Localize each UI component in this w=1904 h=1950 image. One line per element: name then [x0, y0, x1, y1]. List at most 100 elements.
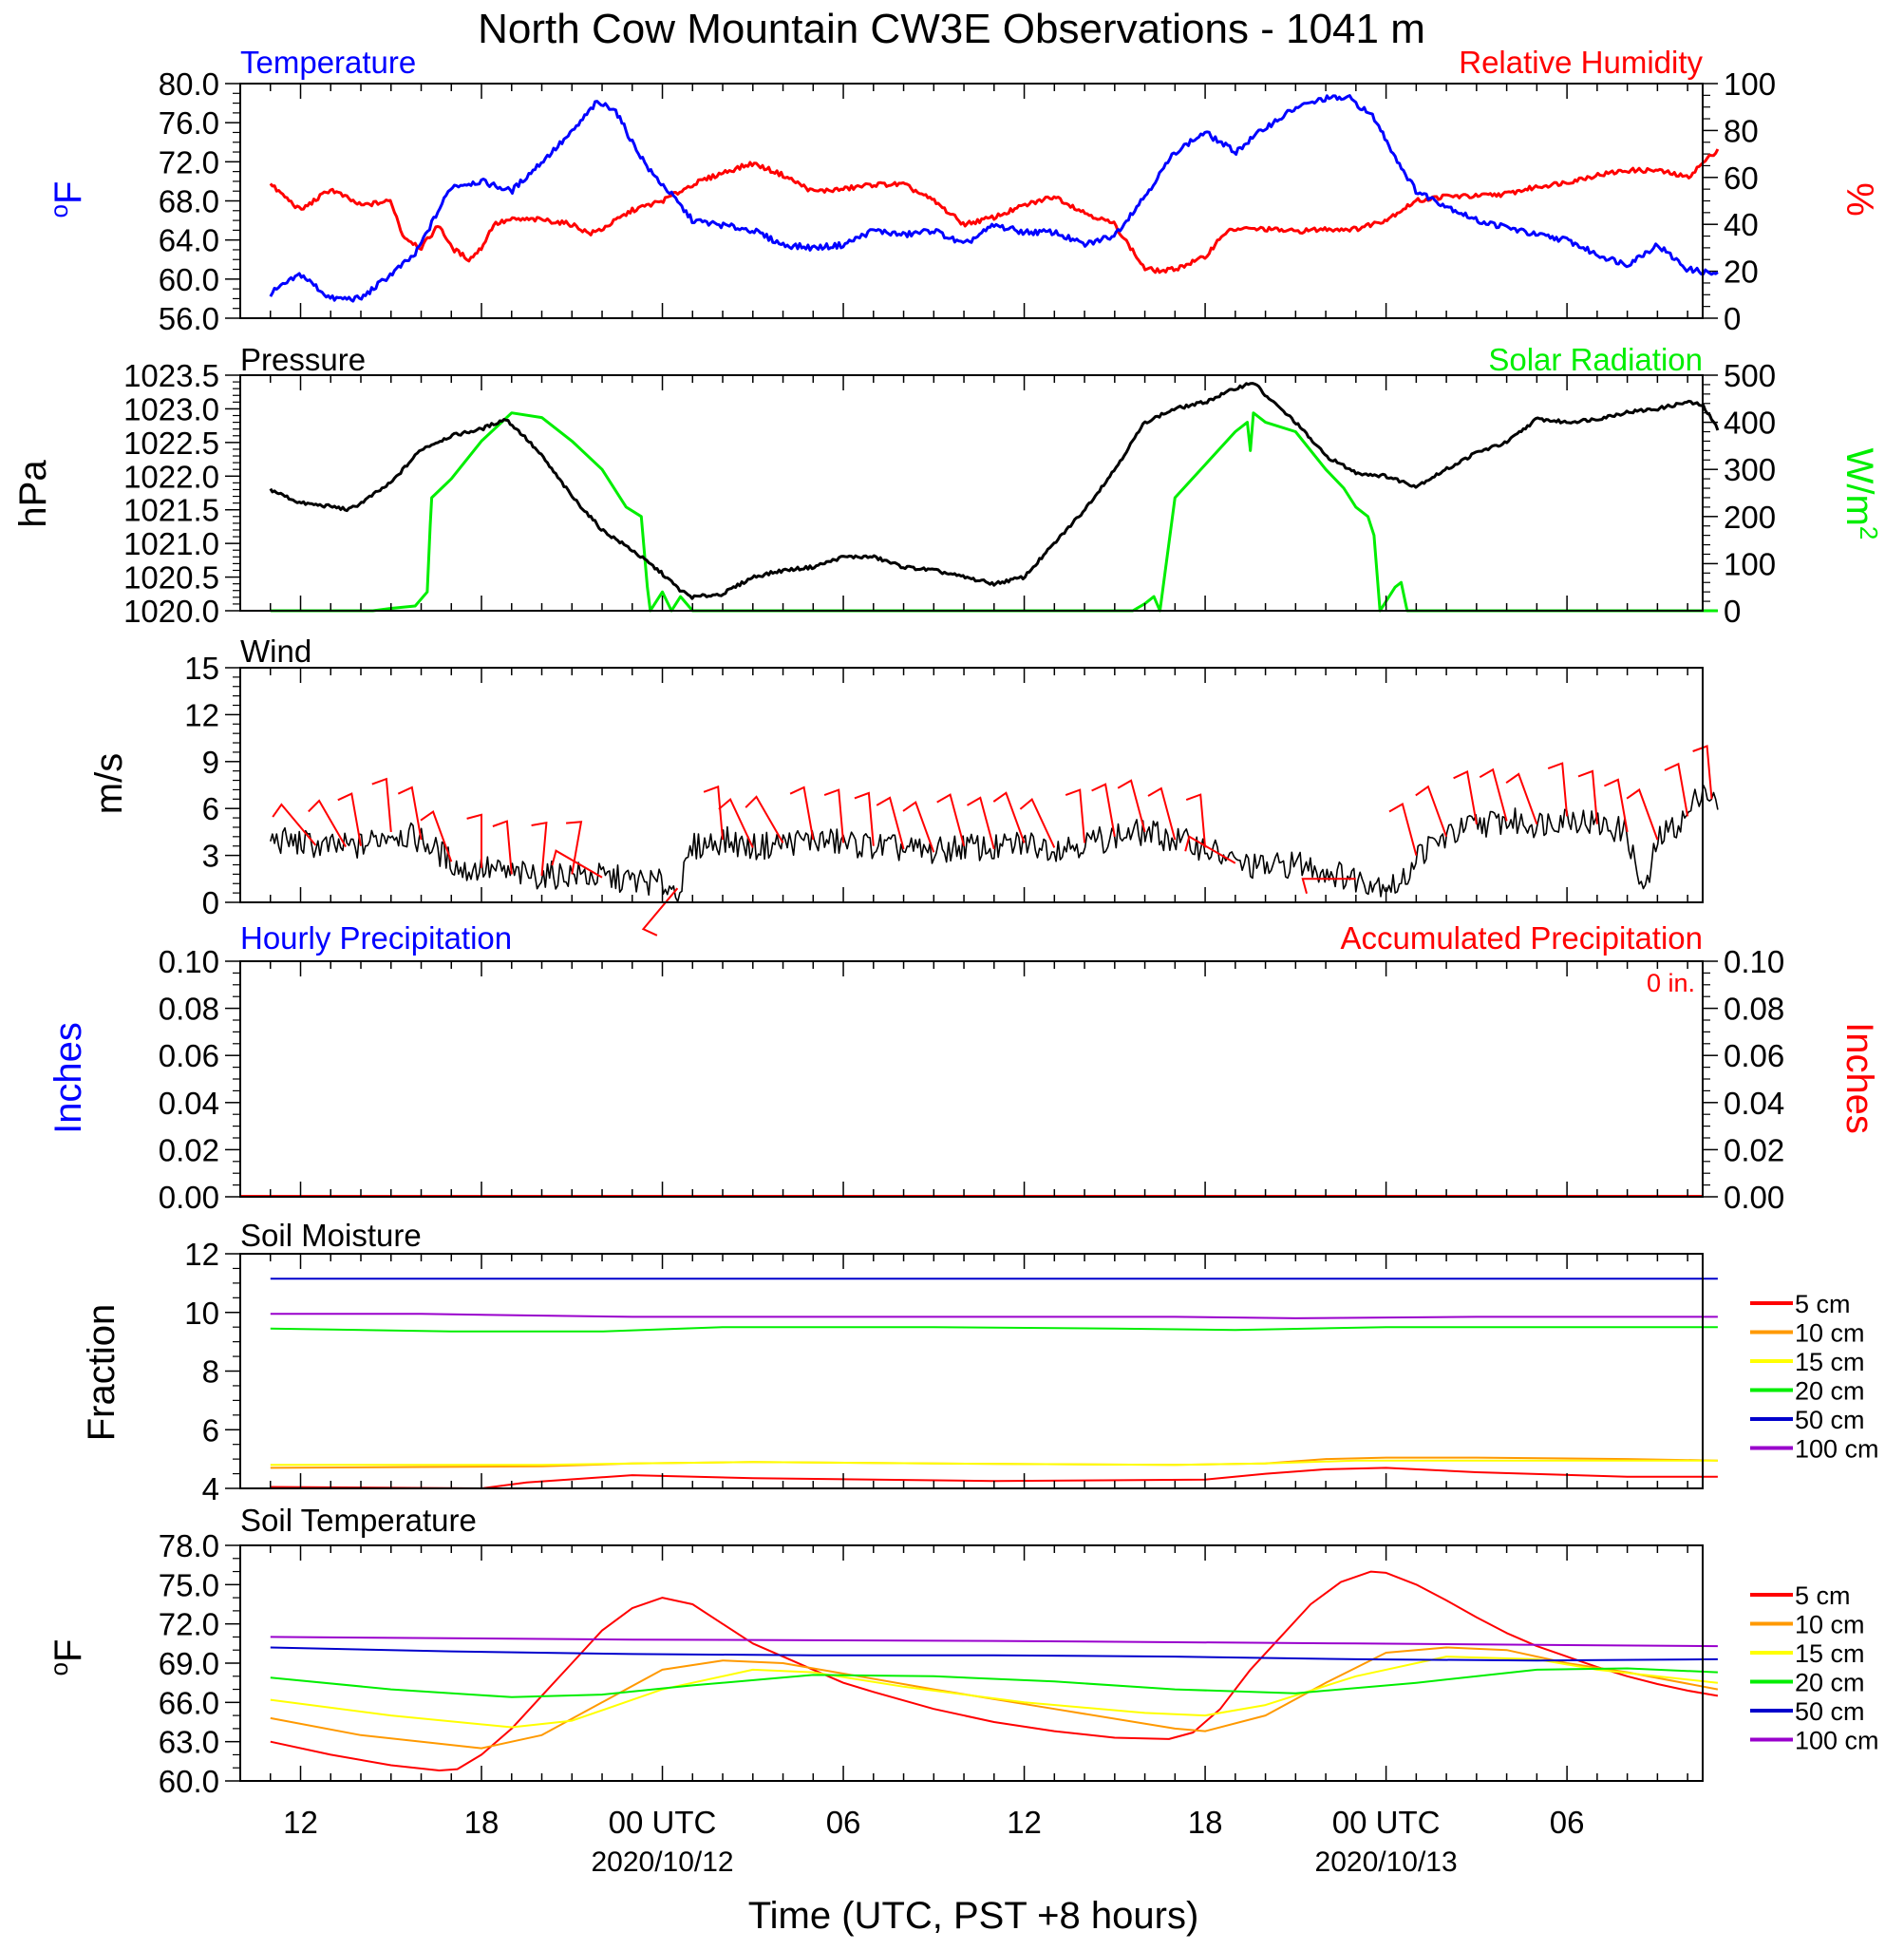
y-tick-label: 60.0 [159, 1764, 219, 1799]
y-tick-label: 8 [202, 1354, 219, 1390]
legend-label: 100 cm [1795, 1435, 1879, 1464]
wind-barb [1065, 788, 1086, 843]
y-tick-label: 0.06 [1724, 1038, 1784, 1073]
wind-barb [308, 799, 347, 847]
wind-plot [270, 745, 1719, 937]
y-tick-label: 1023.5 [123, 358, 219, 393]
wind-barb [966, 796, 995, 850]
y-tick-label: 200 [1724, 500, 1776, 535]
wind-barb [1692, 745, 1713, 800]
wind-barb [1019, 797, 1056, 848]
wind-barb [718, 797, 754, 848]
y-tick-label: 400 [1724, 406, 1776, 441]
y-tick-label: 1021.0 [123, 526, 219, 561]
y-tick-label: 63.0 [159, 1725, 219, 1760]
y-tick-label: 1021.5 [123, 493, 219, 528]
soil-temperature-plot [270, 1570, 1719, 1771]
legend-label: 15 cm [1795, 1348, 1865, 1376]
x-tick-label: 06 [826, 1805, 861, 1840]
x-date-label: 2020/10/13 [1315, 1846, 1458, 1878]
wind-barb [1388, 802, 1418, 856]
humidity-ticks: 0 20 40 60 80 100 [1703, 66, 1776, 336]
soil-temperature-ticks: 60.0 63.0 66.0 69.0 72.0 75.0 78.0 [159, 1528, 240, 1799]
y-tick-label: 300 [1724, 452, 1776, 487]
wind-panel: Wind m/s 0 3 6 9 12 15 [88, 634, 1719, 937]
wind-barb [854, 791, 875, 846]
wind-ticks: 0 3 6 9 12 15 [184, 651, 240, 920]
soil-moisture-ticks: 4 6 8 10 12 [184, 1237, 240, 1506]
legend-label: 10 cm [1795, 1319, 1865, 1348]
wind-title: Wind [240, 634, 311, 669]
pressure-line [269, 382, 1720, 600]
accum-precip-title: Accumulated Precipitation [1340, 920, 1703, 956]
y-tick-label: 0.08 [1724, 992, 1784, 1027]
x-tick-label: 00 UTC [1332, 1805, 1441, 1840]
legend-label: 50 cm [1795, 1406, 1865, 1434]
y-tick-label: 0.00 [1724, 1180, 1784, 1215]
temperature-title: Temperature [240, 45, 416, 80]
temperature-line [269, 94, 1719, 303]
soil-moisture-line [270, 1326, 1718, 1333]
relative-humidity-title: Relative Humidity [1459, 45, 1703, 80]
soil-temperature-panel: Soil Temperature oF 60.0 63.0 66.0 69.0 72.0… [45, 1503, 1879, 1799]
y-tick-label: 1022.0 [123, 459, 219, 494]
wind-barb [992, 791, 1026, 843]
x-tick-label: 12 [283, 1805, 318, 1840]
wind-barb [420, 810, 453, 862]
hourly-precip-title: Hourly Precipitation [240, 920, 512, 956]
x-tick-label: 18 [464, 1805, 500, 1840]
accum-precip-value: 0 in. [1647, 969, 1695, 997]
wind-axis-label: m/s [88, 753, 130, 814]
y-tick-label: 0 [202, 885, 219, 920]
temperature-humidity-panel: Temperature Relative Humidity oF % 56.0 6… [45, 45, 1880, 336]
y-tick-label: 66.0 [159, 1685, 219, 1720]
y-tick-label: 20 [1724, 255, 1759, 290]
y-tick-label: 1020.0 [123, 594, 219, 629]
accum-precip-axis-label: Inches [1838, 1022, 1880, 1134]
y-tick-label: 0 [1724, 594, 1741, 629]
y-tick-label: 9 [202, 745, 219, 780]
y-tick-label: 6 [202, 1412, 219, 1448]
x-tick-label: 12 [1007, 1805, 1042, 1840]
pressure-solar-panel: Pressure Solar Radiation hPa W/m2 1020.0… [12, 342, 1883, 629]
wind-barb [1117, 779, 1146, 833]
legend-label: 20 cm [1795, 1377, 1865, 1406]
soil-temperature-line [270, 1667, 1718, 1698]
wind-barb [566, 821, 583, 875]
temperature-humidity-plot [269, 94, 1720, 303]
solar-axis-label: W/m2 [1838, 448, 1883, 540]
x-tick-label: 18 [1188, 1805, 1223, 1840]
wind-barb [1626, 787, 1659, 841]
soil-temperature-line [270, 1646, 1718, 1662]
humidity-axis-label: % [1838, 182, 1880, 217]
wind-barb [1453, 770, 1478, 824]
plot-frame [239, 83, 1704, 319]
soil-temperature-axis-label: oF [45, 1639, 89, 1676]
y-tick-label: 56.0 [159, 301, 219, 336]
y-tick-label: 15 [184, 651, 219, 686]
wind-barb [789, 786, 815, 841]
y-tick-label: 100 [1724, 66, 1776, 102]
y-tick-label: 0.06 [159, 1038, 219, 1073]
y-tick-label: 3 [202, 839, 219, 874]
hourly-precip-ticks: 0.00 0.02 0.04 0.06 0.08 0.10 [159, 944, 240, 1215]
y-tick-label: 60.0 [159, 262, 219, 297]
y-tick-label: 1020.5 [123, 560, 219, 596]
wind-barb [902, 801, 935, 853]
y-tick-label: 4 [202, 1471, 219, 1506]
pressure-title: Pressure [240, 342, 366, 377]
humidity-line [269, 148, 1720, 275]
plot-frame [239, 960, 1704, 1198]
legend-label: 100 cm [1795, 1727, 1879, 1755]
wind-barb [466, 813, 482, 868]
wind-barb [1147, 786, 1177, 841]
y-tick-label: 1022.5 [123, 426, 219, 461]
y-tick-label: 72.0 [159, 1607, 219, 1642]
wind-barb [1185, 793, 1207, 848]
wind-barb [397, 786, 423, 841]
plot-frame [239, 1253, 1704, 1489]
